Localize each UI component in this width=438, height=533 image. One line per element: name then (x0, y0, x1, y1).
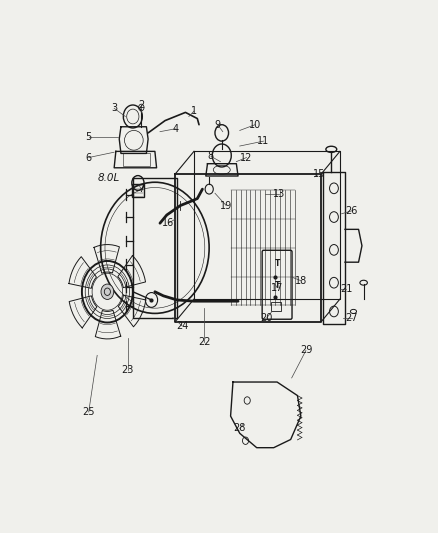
Text: 9: 9 (215, 120, 221, 130)
Text: 26: 26 (346, 206, 358, 216)
Bar (271, 302, 281, 311)
Text: 16: 16 (162, 218, 175, 228)
Text: 21: 21 (340, 284, 352, 294)
Text: T: T (274, 281, 280, 290)
Text: 2: 2 (138, 100, 145, 110)
Text: 12: 12 (240, 152, 253, 163)
Text: T: T (274, 260, 280, 269)
Text: 18: 18 (295, 276, 307, 286)
Text: 28: 28 (233, 423, 246, 433)
Text: 8: 8 (208, 151, 214, 161)
Text: 3: 3 (111, 103, 117, 114)
Text: 25: 25 (82, 407, 95, 417)
Text: 10: 10 (249, 120, 261, 130)
Text: 4: 4 (172, 124, 178, 134)
Text: 5: 5 (85, 132, 92, 142)
Text: 11: 11 (258, 136, 270, 146)
Text: 22: 22 (198, 337, 210, 347)
Text: 6: 6 (86, 152, 92, 163)
Text: 27: 27 (346, 312, 358, 322)
Circle shape (101, 284, 114, 300)
Text: 13: 13 (273, 189, 285, 199)
Text: 24: 24 (176, 321, 188, 331)
Text: 1: 1 (191, 106, 197, 116)
Text: 23: 23 (121, 365, 134, 375)
Text: 29: 29 (300, 345, 312, 356)
Text: 8.0L: 8.0L (97, 173, 120, 183)
Text: 20: 20 (261, 312, 273, 322)
Text: 15: 15 (313, 169, 326, 179)
Bar (132, 184, 144, 197)
Text: 17: 17 (271, 282, 283, 293)
Text: 19: 19 (220, 200, 232, 211)
Text: 7: 7 (138, 184, 145, 194)
